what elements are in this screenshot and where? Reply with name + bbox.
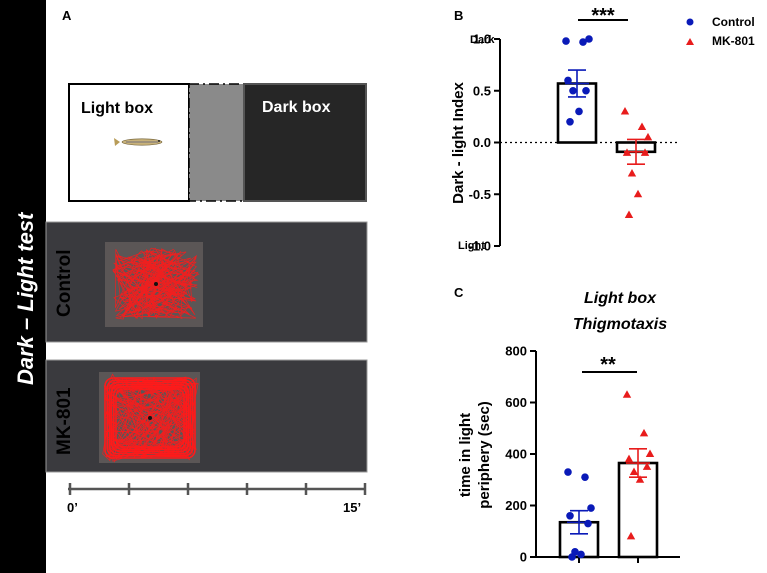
control-swim-track	[112, 247, 200, 320]
zebrafish-icon	[114, 138, 163, 146]
chart-c-ylabel-line1: time in light	[457, 413, 474, 497]
point-control	[587, 504, 595, 512]
point-control	[577, 550, 585, 559]
point-control	[562, 37, 570, 45]
point-mk-801	[633, 189, 643, 198]
chart-b: 1.0 0.5 0.0 -0.5 -1.0	[469, 32, 680, 254]
y-tick-label: 200	[505, 498, 527, 513]
control-arena: Control	[45, 221, 368, 343]
panel-c-letter: C	[454, 285, 464, 300]
y-tick-label: 0.5	[473, 83, 491, 98]
chart-b-dark-label: Dark	[470, 34, 495, 46]
chart-c-ylabel-line2: periphery (sec)	[476, 401, 493, 509]
point-control	[566, 118, 574, 126]
point-mk-801	[629, 467, 639, 476]
side-label: Dark – Light test	[13, 211, 38, 385]
point-mk-801	[620, 106, 630, 115]
legend-mk801-marker	[686, 38, 694, 45]
y-tick-label: 600	[505, 395, 527, 410]
point-mk-801	[645, 449, 655, 457]
point-mk-801	[624, 454, 634, 463]
legend-control-label: Control	[712, 15, 755, 29]
dark-box-label: Dark box	[262, 99, 331, 116]
point-mk-801	[635, 475, 645, 483]
point-control	[566, 512, 574, 520]
legend-control-marker	[686, 18, 694, 26]
y-tick-label: 0	[520, 550, 527, 565]
point-mk-801	[626, 531, 636, 540]
point-control	[568, 553, 576, 561]
timeline-start-label: 0’	[67, 500, 78, 515]
point-control	[575, 107, 583, 116]
y-tick-label: 0.0	[473, 135, 491, 150]
y-tick-label: 400	[505, 447, 527, 462]
chart-c-title-line2: Thigmotaxis	[573, 316, 667, 333]
y-tick-label: -1.0	[469, 239, 491, 254]
mk801-track-label: MK-801	[54, 387, 75, 455]
y-tick-label: -0.5	[469, 187, 491, 202]
point-mk-801	[639, 428, 649, 437]
point-control	[564, 76, 572, 85]
panel-b-letter: B	[454, 8, 463, 23]
control-track-label: Control	[54, 249, 75, 317]
light-box-label: Light box	[81, 100, 153, 117]
point-mk-801	[640, 148, 650, 156]
chart-c-significance: **	[600, 354, 616, 376]
light-dark-apparatus: Light box Dark box	[68, 83, 367, 202]
point-control	[585, 35, 593, 43]
y-tick-label: 1.0	[473, 32, 491, 47]
point-control	[584, 519, 592, 528]
chart-b-light-label: Light	[458, 240, 485, 252]
point-mk-801	[643, 132, 653, 141]
timeline-end-label: 15’	[343, 500, 361, 515]
chart-b-significance: ***	[591, 5, 615, 27]
panel-a-letter: A	[62, 8, 72, 23]
point-mk-801	[642, 462, 652, 470]
mk801-arena: MK-801	[45, 359, 368, 473]
timeline: 0’ 15’	[67, 483, 367, 515]
door-zone	[188, 83, 245, 202]
chart-c-title-line1: Light box	[584, 290, 657, 307]
point-mk-801	[627, 169, 637, 177]
point-control	[564, 468, 572, 476]
point-control	[579, 38, 587, 46]
chart-c: 0 200 400 600 800	[505, 344, 680, 565]
legend: Control MK-801	[686, 15, 755, 48]
chart-b-ylabel: Dark - light Index	[450, 82, 467, 204]
side-bar	[0, 0, 46, 573]
y-tick-label: 800	[505, 344, 527, 359]
point-mk-801	[622, 148, 632, 156]
point-mk-801	[622, 390, 632, 398]
legend-mk801-label: MK-801	[712, 34, 755, 48]
point-mk-801	[637, 122, 647, 130]
point-control	[581, 473, 589, 481]
point-mk-801	[624, 210, 634, 218]
dark-box	[243, 83, 367, 202]
point-control	[569, 86, 577, 95]
mk801-swim-track	[102, 373, 199, 463]
point-control	[582, 86, 590, 95]
